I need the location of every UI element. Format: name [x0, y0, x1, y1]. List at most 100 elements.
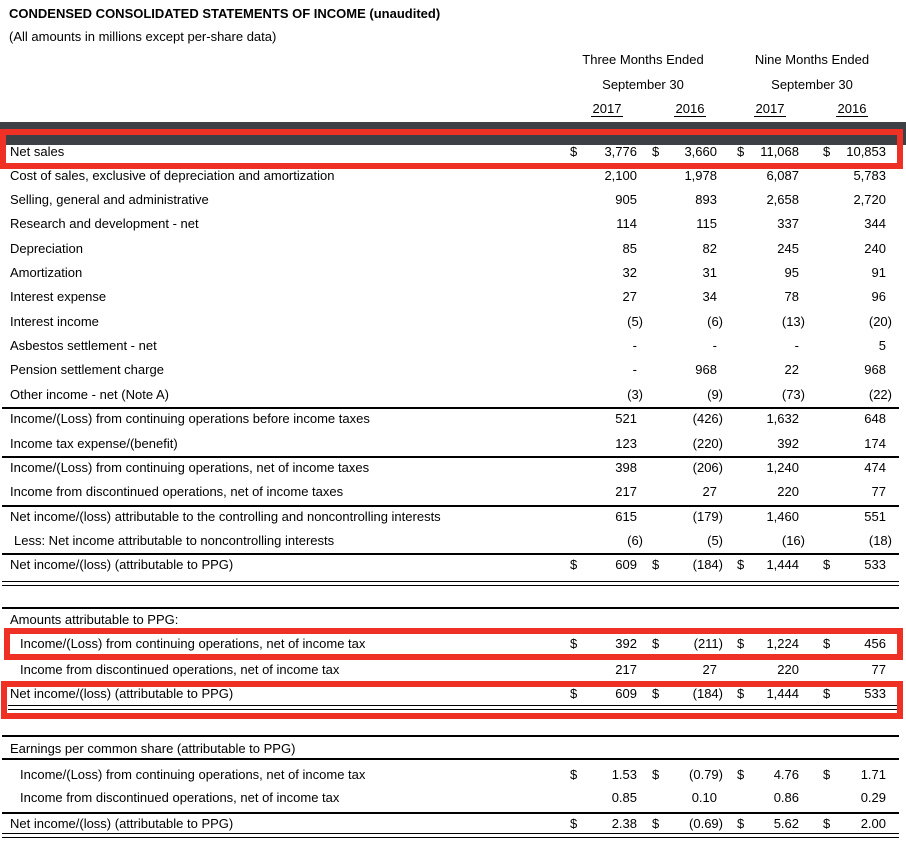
dollar-sign: $	[652, 767, 660, 782]
value-cell: 3,660	[684, 144, 717, 159]
dollar-sign: $	[737, 636, 745, 651]
col-year-2-label: 2016	[673, 101, 707, 117]
value-cell: 1.53	[611, 767, 637, 782]
row-label: Income/(Loss) from continuing operations…	[10, 460, 370, 475]
value-cell: 474	[864, 460, 886, 475]
value-cell: 27	[622, 289, 637, 304]
table-row: Other income - net (Note A) (3) (9) (73) (22…	[0, 384, 906, 406]
value-cell: 398	[615, 460, 637, 475]
dollar-sign: $	[570, 636, 578, 651]
value-cell: 11,068	[760, 144, 799, 159]
value-cell: 5.62	[773, 816, 799, 831]
value-cell: 615	[615, 509, 637, 524]
value-cell: 521	[615, 411, 637, 426]
value-cell: 5,783	[853, 168, 886, 183]
value-cell: (5)	[707, 533, 723, 548]
col-group-three-months: Three Months Ended	[582, 52, 704, 67]
table-row: Net sales $3,776 $3,660 $11,068 $10,853	[0, 141, 906, 163]
dollar-sign: $	[823, 144, 831, 159]
table-row: Income tax expense/(benefit) 123 (220) 392 1…	[0, 433, 906, 455]
value-cell: 337	[777, 216, 799, 231]
value-cell: 1.71	[860, 767, 886, 782]
value-cell: 344	[864, 216, 886, 231]
value-cell: 115	[696, 216, 717, 231]
col-year-1: 2017	[585, 101, 629, 117]
value-cell: 174	[864, 436, 886, 451]
table-rule	[2, 553, 899, 555]
value-cell: 905	[615, 192, 637, 207]
value-cell: 240	[864, 241, 886, 256]
table-rule	[2, 407, 899, 409]
table-row: Depreciation 85 82 245 240	[0, 238, 906, 260]
value-cell: 217	[615, 662, 637, 677]
col-year-3-label: 2017	[753, 101, 787, 117]
value-cell: 2.00	[860, 816, 886, 831]
table-row: Interest income (5) (6) (13) (20)	[0, 311, 906, 333]
table-row: Income/(Loss) from continuing operations…	[0, 457, 906, 479]
dollar-sign: $	[570, 767, 578, 782]
dollar-sign: $	[737, 816, 745, 831]
value-cell: 1,978	[684, 168, 717, 183]
row-label: Income/(Loss) from continuing operations…	[20, 636, 366, 651]
dollar-sign: $	[652, 557, 660, 572]
dollar-sign: $	[737, 144, 745, 159]
doc-title: CONDENSED CONSOLIDATED STATEMENTS OF INC…	[9, 6, 441, 21]
section-heading-amounts-attributable: Amounts attributable to PPG:	[10, 612, 179, 627]
dollar-sign: $	[737, 557, 745, 572]
value-cell: 217	[615, 484, 637, 499]
value-cell: 123	[615, 436, 637, 451]
value-cell: 6,087	[766, 168, 799, 183]
value-cell: 1,632	[766, 411, 799, 426]
col-year-4: 2016	[830, 101, 874, 117]
row-label: Interest expense	[10, 289, 107, 304]
table-row: Selling, general and administrative 905 89…	[0, 189, 906, 211]
value-cell: 10,853	[846, 144, 886, 159]
value-cell: 27	[702, 484, 717, 499]
table-row: Cost of sales, exclusive of depreciation…	[0, 165, 906, 187]
value-cell: 1,444	[766, 557, 799, 572]
table-row: Income/(Loss) from continuing operations…	[0, 408, 906, 430]
value-cell: 533	[864, 557, 886, 572]
table-rule	[2, 456, 899, 458]
value-cell: -	[632, 362, 637, 377]
value-cell: 392	[777, 436, 799, 451]
dollar-sign: $	[570, 686, 578, 701]
table-row: Net income/(loss) (attributable to PPG) $…	[0, 683, 906, 705]
dollar-sign: $	[570, 557, 578, 572]
value-cell: (18)	[868, 533, 892, 548]
value-cell: 1,460	[766, 509, 799, 524]
value-cell: 22	[784, 362, 799, 377]
double-rule-ppg-total	[8, 705, 897, 710]
table-row: Research and development - net 114 115 337 3…	[0, 213, 906, 235]
value-cell: 456	[864, 636, 886, 651]
table-row: Interest expense 27 34 78 96	[0, 286, 906, 308]
table-row: Net income/(loss) (attributable to PPG) $…	[0, 554, 906, 576]
value-cell: (184)	[692, 686, 723, 701]
value-cell: 5	[878, 338, 886, 353]
value-cell: 968	[695, 362, 717, 377]
value-cell: 551	[864, 509, 886, 524]
value-cell: 85	[622, 241, 637, 256]
value-cell: 78	[784, 289, 799, 304]
value-cell: (0.69)	[689, 816, 723, 831]
row-label: Income from discontinued operations, net…	[20, 662, 340, 677]
dollar-sign: $	[737, 686, 745, 701]
value-cell: 1,240	[766, 460, 799, 475]
row-label: Asbestos settlement - net	[10, 338, 157, 353]
value-cell: (9)	[707, 387, 723, 402]
col-group-nine-months-sub: September 30	[771, 77, 853, 92]
value-cell: 32	[622, 265, 637, 280]
value-cell: 609	[615, 686, 637, 701]
row-label: Less: Net income attributable to noncont…	[14, 533, 335, 548]
dollar-sign: $	[823, 557, 831, 572]
dollar-sign: $	[823, 767, 831, 782]
value-cell: (20)	[868, 314, 892, 329]
doc-subtitle: (All amounts in millions except per-shar…	[9, 29, 277, 44]
value-cell: (13)	[781, 314, 805, 329]
table-row: Net income/(loss) attributable to the co…	[0, 506, 906, 528]
value-cell: (5)	[627, 314, 643, 329]
value-cell: 1,444	[766, 686, 799, 701]
value-cell: (3)	[627, 387, 643, 402]
table-row: Income from discontinued operations, net…	[0, 659, 906, 681]
